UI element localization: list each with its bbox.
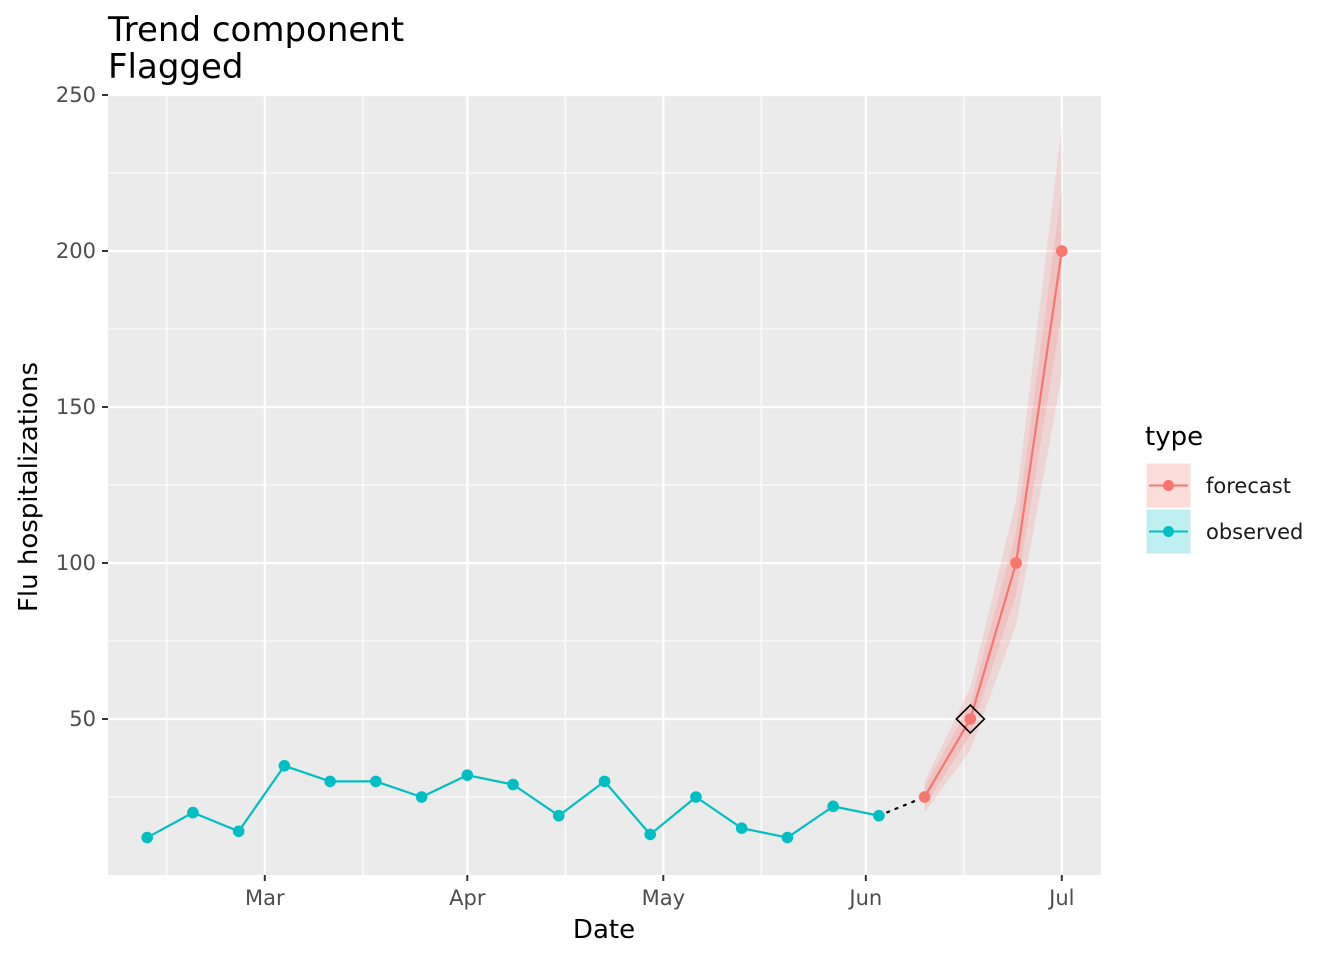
- forecast-point: [1056, 245, 1068, 257]
- forecast-point: [918, 791, 931, 803]
- observed-point: [735, 822, 748, 834]
- major-gridlines: [108, 93, 1101, 875]
- x-tick-label: Mar: [245, 886, 285, 910]
- observed-point: [781, 831, 794, 844]
- observed-point: [187, 806, 199, 819]
- y-tick-label: 50: [69, 707, 96, 731]
- observed-point: [232, 825, 245, 838]
- legend-item-forecast: forecast: [1145, 462, 1291, 509]
- legend-item-observed: observed: [1145, 508, 1303, 555]
- transition-connector-dotted: [877, 795, 926, 817]
- y-tick-label: 200: [56, 239, 96, 263]
- chart-subtitle: Flagged: [108, 47, 244, 87]
- observed-point: [644, 828, 657, 841]
- forecast-line: [923, 250, 1063, 798]
- forecast-ribbons: [924, 126, 1062, 813]
- observed-point: [552, 809, 565, 822]
- forecast-point: [964, 713, 977, 725]
- observed-point: [598, 775, 611, 788]
- legend-title: type: [1145, 422, 1203, 452]
- chart-title: Trend component: [107, 10, 404, 50]
- legend-label-forecast: forecast: [1206, 474, 1291, 498]
- forecast-ribbon-outer: [924, 126, 1062, 813]
- observed-point: [461, 769, 474, 781]
- y-tick-label: 100: [56, 551, 96, 575]
- x-tick-label: May: [642, 886, 685, 910]
- x-axis-title: Date: [573, 915, 635, 945]
- observed-point: [324, 775, 336, 788]
- x-axis: Mar Apr May Jun Jul: [245, 875, 1074, 910]
- observed-point: [690, 791, 702, 803]
- observed-point: [370, 775, 382, 788]
- minor-gridlines: [108, 95, 1101, 875]
- observed-point: [278, 760, 291, 772]
- series-points: [141, 245, 1068, 844]
- legend-label-observed: observed: [1206, 520, 1303, 544]
- y-axis: 50 100 150 200 250: [56, 83, 108, 731]
- y-tick-label: 150: [56, 395, 96, 419]
- y-axis-title: Flu hospitalizations: [14, 362, 44, 612]
- legend: type forecast observed: [1145, 422, 1303, 555]
- observed-point: [141, 831, 153, 844]
- legend-point-observed: [1163, 526, 1174, 537]
- x-tick-label: Jun: [847, 886, 882, 910]
- legend-point-forecast: [1163, 480, 1174, 491]
- observed-point: [827, 800, 839, 813]
- observed-point: [415, 791, 428, 803]
- y-tick-label: 250: [56, 83, 96, 107]
- flag-markers: [955, 703, 986, 735]
- x-tick-label: Apr: [449, 886, 486, 910]
- flag-diamond-marker: [955, 703, 986, 735]
- forecast-point: [1010, 557, 1022, 569]
- x-tick-label: Jul: [1047, 886, 1074, 910]
- observed-point: [507, 778, 519, 791]
- observed-point: [873, 809, 885, 822]
